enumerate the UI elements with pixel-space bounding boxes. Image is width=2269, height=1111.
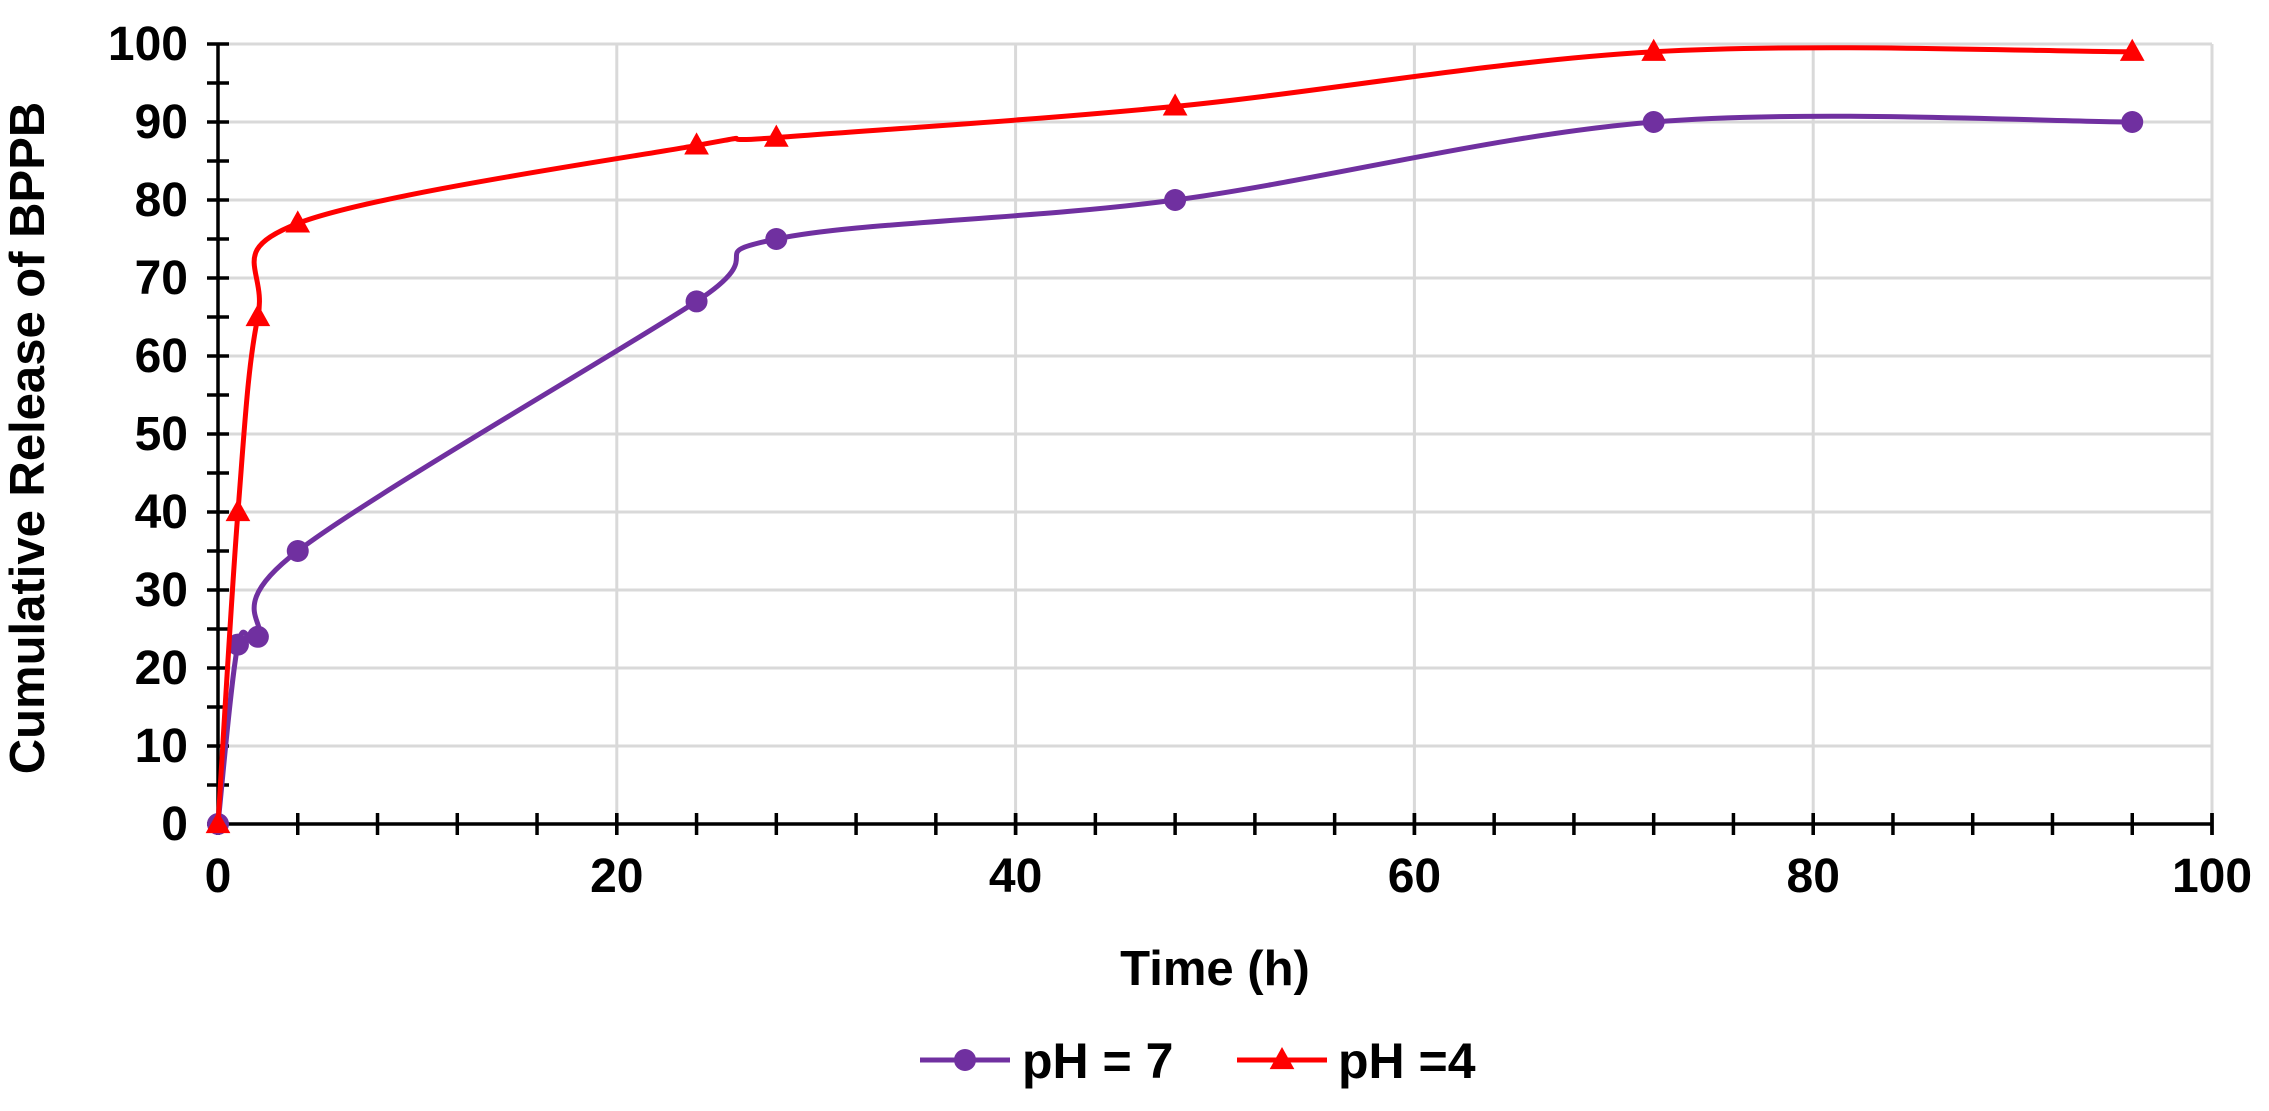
gridlines [218,42,2214,824]
legend-marker-ph7 [954,1049,976,1071]
data-point-ph7 [685,290,708,313]
y-tick-label: 50 [135,408,188,461]
x-tick-label: 100 [2172,850,2252,903]
y-tick-label: 70 [135,252,188,305]
legend-item-ph4: pH =4 [1237,1033,1476,1089]
x-tick-label: 80 [1787,850,1840,903]
legend-label-ph7: pH = 7 [1022,1033,1173,1089]
y-tick-label: 80 [135,174,188,227]
x-tick-label: 40 [989,850,1042,903]
series-1 [205,38,2145,834]
data-point-ph4 [684,132,709,155]
series-line-1 [215,45,2135,827]
data-point-ph4 [1162,93,1188,116]
data-point-ph4 [2119,38,2145,61]
data-point-ph7 [286,540,309,562]
data-point-ph7 [246,625,269,648]
data-point-ph4 [1641,38,1667,61]
data-point-ph4 [763,124,789,147]
y-tick-label: 90 [135,96,188,149]
y-tick-label: 20 [135,642,188,695]
data-point-ph7 [765,228,788,250]
y-tick-label: 10 [135,720,188,773]
series-0 [207,111,2144,835]
x-tick-label: 20 [590,850,643,903]
data-point-ph4 [285,210,311,233]
series-line-0 [215,113,2135,827]
x-axis-title: Time (h) [1120,942,1310,996]
y-tick-label: 30 [135,564,188,617]
data-point-ph4 [245,304,271,327]
data-point-ph7 [1642,111,1665,133]
legend-marker-ph4 [1269,1047,1295,1070]
data-point-ph4 [205,811,231,834]
data-point-ph7 [226,633,249,656]
legend-item-ph7: pH = 7 [920,1033,1173,1089]
axes: 0 10 20 30 40 50 60 70 80 90 100 0 20 40 60 80 100 [108,18,2252,903]
series [205,38,2145,835]
legend-label-ph4: pH =4 [1338,1033,1476,1089]
x-tick-label: 60 [1388,850,1441,903]
y-tick-label: 0 [161,798,188,851]
y-axis-title: Cumulative Release of BPPB [1,102,55,775]
data-point-ph7 [1164,189,1187,211]
data-point-ph7 [2121,111,2144,133]
y-tick-label: 100 [108,18,188,71]
data-point-ph4 [225,499,251,522]
y-tick-label: 60 [135,330,188,383]
x-tick-label: 0 [205,850,232,903]
y-tick-label: 40 [135,486,188,539]
legend: pH = 7 pH =4 [920,1033,1476,1089]
